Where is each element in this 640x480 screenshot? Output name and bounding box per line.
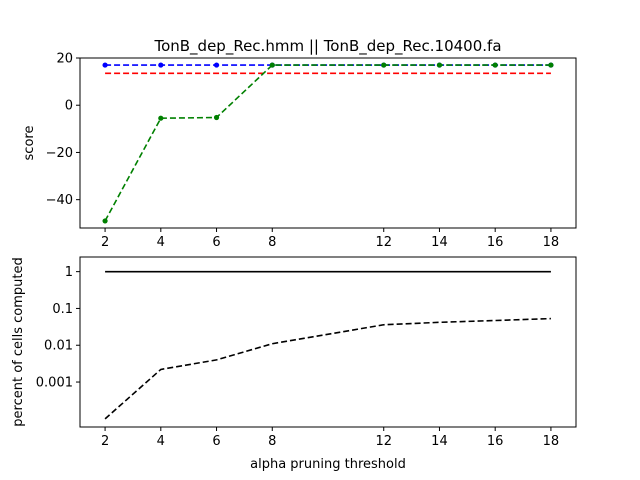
data-point-0-0-0	[102, 62, 108, 68]
x-tick-label-1-1: 4	[157, 434, 165, 449]
x-tick-label-1-0: 2	[101, 434, 109, 449]
x-tick-label-0-4: 12	[375, 235, 392, 250]
data-point-0-2-7	[548, 62, 554, 68]
series-line-0-2	[104, 64, 551, 222]
x-tick-label-1-5: 14	[431, 434, 448, 449]
y-axis-label-1: percent of cells computed	[11, 257, 26, 426]
x-tick-label-1-4: 12	[375, 434, 392, 449]
score-panel: 2 4 6 8 12 14 16 18 20 0 −20 −40 score	[22, 52, 577, 250]
y-tick-label-0-1: 0	[65, 99, 73, 114]
y-tick-label-0-3: −40	[46, 193, 73, 208]
plot-frame-1	[79, 256, 577, 428]
x-tick-label-0-0: 2	[101, 235, 109, 250]
data-point-0-2-6	[492, 62, 498, 68]
x-tick-label-0-5: 14	[431, 235, 448, 250]
x-axis-label-1: alpha pruning threshold	[250, 457, 406, 472]
cells-computed-panel: 2 4 6 8 12 14 16 18 1 0.1 0.01 0.001 percent of cell…	[11, 256, 577, 472]
y-tick-label-1-1: 0.1	[52, 302, 73, 317]
data-point-0-2-2	[213, 114, 220, 121]
x-tick-label-1-7: 18	[543, 434, 560, 449]
x-tick-label-0-6: 16	[487, 235, 504, 250]
y-tick-label-1-2: 0.01	[44, 339, 73, 354]
data-point-0-2-1	[158, 115, 164, 121]
data-point-0-2-3	[269, 62, 275, 68]
data-point-0-2-5	[436, 62, 443, 68]
x-tick-label-0-3: 8	[268, 235, 276, 250]
plot-frame-0	[79, 57, 577, 229]
data-point-0-2-0	[102, 218, 108, 224]
x-tick-label-1-2: 6	[212, 434, 220, 449]
y-tick-label-0-2: −20	[46, 146, 73, 161]
series-line-1-1	[104, 317, 551, 420]
data-point-0-0-2	[213, 62, 220, 68]
y-tick-label-1-0: 1	[65, 265, 73, 280]
x-tick-label-1-6: 16	[487, 434, 504, 449]
x-tick-label-0-7: 18	[543, 235, 560, 250]
y-axis-label-0: score	[22, 126, 37, 161]
x-tick-label-1-3: 8	[268, 434, 276, 449]
chart-title: TonB_dep_Rec.hmm || TonB_dep_Rec.10400.f…	[153, 37, 501, 56]
data-point-0-2-4	[381, 62, 387, 68]
y-tick-label-1-3: 0.001	[36, 376, 73, 391]
data-point-0-0-1	[158, 62, 164, 68]
x-tick-label-0-1: 4	[157, 235, 165, 250]
x-tick-label-0-2: 6	[212, 235, 220, 250]
y-tick-label-0-0: 20	[56, 52, 73, 67]
